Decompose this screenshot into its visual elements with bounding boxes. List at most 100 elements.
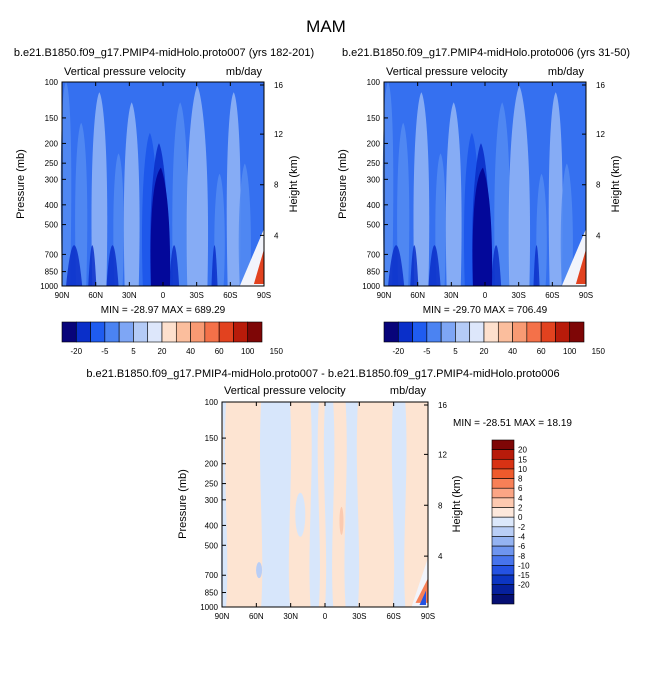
colorbar-swatch [497, 321, 513, 343]
field-negative-band [309, 402, 320, 607]
colorbar-label: 150 [592, 347, 606, 356]
field-band [494, 102, 511, 287]
field-band [238, 163, 251, 286]
colorbar-label: -6 [518, 542, 526, 551]
panel2-stats: MIN = -29.70 MAX = 706.49 [423, 305, 548, 316]
colorbar-swatch [491, 487, 515, 499]
colorbar-label: -8 [518, 552, 526, 561]
colorbar-swatch [247, 321, 263, 343]
x-tick-label: 30N [444, 291, 459, 300]
y-tick-label: 400 [45, 201, 59, 210]
x-tick-label: 60S [545, 291, 559, 300]
colorbar-swatch [483, 321, 499, 343]
colorbar-swatch [75, 321, 91, 343]
colorbar-swatch [133, 321, 149, 343]
x-tick-label: 0 [483, 291, 488, 300]
y-right-tick-label: 8 [438, 501, 443, 510]
field-band [91, 92, 108, 286]
y-tick-label: 700 [205, 571, 219, 580]
field-band [226, 92, 241, 286]
y-tick-label: 850 [367, 268, 381, 277]
y-tick-label: 300 [367, 175, 381, 184]
field-band [536, 173, 547, 286]
colorbar-swatch [491, 565, 515, 576]
field-core [150, 167, 171, 286]
field-band [445, 102, 462, 287]
colorbar-swatch [491, 574, 515, 586]
field-band [397, 122, 410, 286]
y-tick-label: 150 [205, 434, 219, 443]
field-band [508, 86, 531, 286]
colorbar-swatch [491, 584, 515, 595]
colorbar-swatch [218, 321, 234, 343]
field-low-band [410, 245, 419, 286]
y-tick-label: 1000 [362, 282, 380, 291]
colorbar-label: -2 [518, 523, 526, 532]
panel2-axes: 90N 60N 30N 0 30S 60S 90S 100 150 200 250 300 400 500… [362, 78, 605, 300]
colorbar-swatch [104, 321, 120, 343]
colorbar-label: 60 [537, 347, 546, 356]
y-tick-label: 500 [205, 541, 219, 550]
y-right-tick-label: 16 [438, 401, 447, 410]
colorbar-label: 150 [270, 347, 284, 356]
y-tick-label: 250 [45, 159, 59, 168]
x-tick-label: 60N [88, 291, 103, 300]
y-tick-label: 200 [205, 460, 219, 469]
colorbar-swatch [204, 321, 220, 343]
panel1-title: b.e21.B1850.f09_g17.PMIP4-midHolo.proto0… [14, 47, 314, 59]
panel2-title: b.e21.B1850.f09_g17.PMIP4-midHolo.proto0… [342, 47, 630, 59]
panel1-left-subtitle: Vertical pressure velocity [64, 66, 186, 78]
field-low-band [428, 245, 441, 286]
x-tick-label: 30N [283, 612, 298, 621]
colorbar-swatch [491, 516, 515, 528]
colorbar-label: 5 [131, 347, 136, 356]
field-band [382, 82, 394, 286]
colorbar-label: 100 [241, 347, 255, 356]
y-right-tick-label: 4 [274, 231, 279, 240]
colorbar-swatch [147, 321, 163, 343]
field-band [113, 153, 124, 286]
panel1-ylabel-right: Height (km) [288, 156, 300, 213]
y-right-tick-label: 8 [274, 181, 279, 190]
y-tick-label: 850 [45, 268, 59, 277]
colorbar-swatch [61, 321, 77, 343]
field-max [253, 249, 264, 284]
panel3-title: b.e21.B1850.f09_g17.PMIP4-midHolo.proto0… [86, 368, 559, 380]
colorbar-swatch [175, 321, 191, 343]
panel1-units: mb/day [226, 66, 263, 78]
panel3-left-subtitle: Vertical pressure velocity [224, 385, 346, 397]
field-low-band [66, 245, 83, 286]
x-tick-label: 90S [257, 291, 271, 300]
colorbar-swatch [540, 321, 556, 343]
y-tick-label: 300 [205, 496, 219, 505]
colorbar-swatch [491, 439, 515, 450]
x-tick-label: 60N [249, 612, 264, 621]
field-band [186, 86, 209, 286]
y-right-tick-label: 16 [596, 81, 605, 90]
y-tick-label: 150 [45, 114, 59, 123]
colorbar-swatch [397, 321, 413, 343]
colorbar-swatch [90, 321, 106, 343]
colorbar-swatch [412, 321, 428, 343]
y-tick-label: 400 [367, 201, 381, 210]
colorbar-label: 8 [518, 475, 523, 484]
colorbar-swatch [190, 321, 206, 343]
colorbar-swatch [383, 321, 399, 343]
y-right-tick-label: 8 [596, 181, 601, 190]
colorbar-swatch [491, 526, 515, 537]
x-tick-label: 30S [352, 612, 366, 621]
field-low-band [491, 245, 502, 286]
colorbar-swatch [426, 321, 442, 343]
x-tick-label: 30S [512, 291, 526, 300]
colorbar-swatch [526, 321, 542, 343]
x-tick-label: 60S [223, 291, 237, 300]
field-min [419, 590, 426, 605]
colorbar-swatch [491, 458, 515, 470]
colorbar-swatch [491, 468, 515, 479]
y-tick-label: 850 [205, 589, 219, 598]
field-band [548, 92, 563, 286]
colorbar-label: 6 [518, 484, 523, 493]
panel3-stats: MIN = -28.51 MAX = 18.19 [453, 418, 572, 429]
y-tick-label: 400 [205, 521, 219, 530]
panel2-ylabel-right: Height (km) [610, 156, 622, 213]
